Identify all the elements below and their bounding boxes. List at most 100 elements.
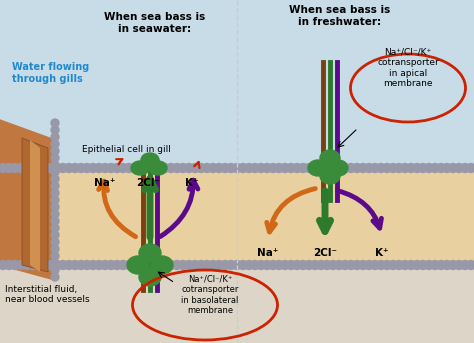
Circle shape bbox=[227, 260, 236, 270]
Circle shape bbox=[161, 164, 170, 173]
Circle shape bbox=[71, 260, 80, 270]
Circle shape bbox=[51, 252, 59, 260]
Circle shape bbox=[125, 260, 134, 270]
Circle shape bbox=[250, 164, 259, 173]
Circle shape bbox=[51, 196, 59, 204]
Circle shape bbox=[130, 164, 139, 173]
Circle shape bbox=[191, 260, 200, 270]
Circle shape bbox=[137, 260, 146, 270]
Circle shape bbox=[51, 126, 59, 134]
Circle shape bbox=[209, 260, 218, 270]
Text: Na⁺/Cl⁻/K⁺
cotransporter
in apical
membrane: Na⁺/Cl⁻/K⁺ cotransporter in apical membr… bbox=[377, 48, 439, 88]
Circle shape bbox=[46, 164, 55, 173]
Circle shape bbox=[202, 260, 211, 270]
Circle shape bbox=[401, 260, 410, 270]
Circle shape bbox=[197, 260, 206, 270]
Circle shape bbox=[17, 260, 26, 270]
Circle shape bbox=[51, 189, 59, 197]
Circle shape bbox=[455, 260, 464, 270]
Circle shape bbox=[286, 260, 295, 270]
Circle shape bbox=[35, 164, 44, 173]
Circle shape bbox=[346, 164, 356, 173]
Circle shape bbox=[250, 260, 259, 270]
Text: Na⁺/Cl⁻/K⁺
cotransporter
in basolateral
membrane: Na⁺/Cl⁻/K⁺ cotransporter in basolateral … bbox=[182, 275, 239, 315]
Circle shape bbox=[383, 260, 392, 270]
Circle shape bbox=[40, 260, 49, 270]
Circle shape bbox=[274, 260, 283, 270]
Text: When sea bass is
in seawater:: When sea bass is in seawater: bbox=[104, 12, 206, 34]
Polygon shape bbox=[30, 140, 40, 272]
Circle shape bbox=[238, 164, 247, 173]
Circle shape bbox=[220, 260, 229, 270]
Circle shape bbox=[51, 168, 59, 176]
Circle shape bbox=[166, 260, 175, 270]
Circle shape bbox=[51, 161, 59, 169]
Circle shape bbox=[64, 164, 73, 173]
Circle shape bbox=[328, 260, 337, 270]
Circle shape bbox=[40, 164, 49, 173]
Circle shape bbox=[371, 260, 380, 270]
Circle shape bbox=[263, 260, 272, 270]
Circle shape bbox=[425, 164, 434, 173]
Circle shape bbox=[51, 203, 59, 211]
Circle shape bbox=[448, 164, 457, 173]
Circle shape bbox=[51, 140, 59, 148]
Circle shape bbox=[173, 260, 182, 270]
Text: 2Cl⁻: 2Cl⁻ bbox=[313, 248, 337, 258]
Circle shape bbox=[407, 260, 416, 270]
Circle shape bbox=[401, 164, 410, 173]
Circle shape bbox=[58, 164, 67, 173]
Circle shape bbox=[412, 260, 421, 270]
Circle shape bbox=[430, 260, 439, 270]
Circle shape bbox=[155, 260, 164, 270]
Circle shape bbox=[353, 164, 362, 173]
Circle shape bbox=[389, 260, 398, 270]
Circle shape bbox=[112, 260, 121, 270]
Circle shape bbox=[202, 164, 211, 173]
Circle shape bbox=[412, 164, 421, 173]
Circle shape bbox=[371, 164, 380, 173]
Circle shape bbox=[466, 260, 474, 270]
Circle shape bbox=[51, 231, 59, 239]
Circle shape bbox=[238, 260, 247, 270]
Circle shape bbox=[51, 147, 59, 155]
Circle shape bbox=[407, 164, 416, 173]
Circle shape bbox=[76, 164, 85, 173]
Circle shape bbox=[112, 164, 121, 173]
Circle shape bbox=[179, 164, 188, 173]
Circle shape bbox=[10, 260, 19, 270]
Circle shape bbox=[58, 260, 67, 270]
Circle shape bbox=[304, 260, 313, 270]
Circle shape bbox=[389, 164, 398, 173]
Circle shape bbox=[125, 164, 134, 173]
Ellipse shape bbox=[127, 256, 149, 274]
Circle shape bbox=[419, 260, 428, 270]
Circle shape bbox=[107, 260, 116, 270]
Circle shape bbox=[215, 164, 224, 173]
Circle shape bbox=[53, 164, 62, 173]
Circle shape bbox=[107, 164, 116, 173]
Circle shape bbox=[281, 164, 290, 173]
Text: 2Cl⁻: 2Cl⁻ bbox=[136, 178, 160, 188]
Ellipse shape bbox=[320, 168, 340, 184]
Circle shape bbox=[143, 164, 152, 173]
Circle shape bbox=[51, 245, 59, 253]
Circle shape bbox=[100, 164, 109, 173]
Circle shape bbox=[51, 217, 59, 225]
Circle shape bbox=[233, 164, 241, 173]
Circle shape bbox=[22, 260, 31, 270]
Text: Na⁺: Na⁺ bbox=[94, 178, 116, 188]
Circle shape bbox=[191, 164, 200, 173]
Circle shape bbox=[51, 133, 59, 141]
Text: K⁺: K⁺ bbox=[375, 248, 389, 258]
Circle shape bbox=[51, 119, 59, 127]
Circle shape bbox=[299, 260, 308, 270]
Circle shape bbox=[227, 164, 236, 173]
Circle shape bbox=[383, 164, 392, 173]
Circle shape bbox=[430, 164, 439, 173]
Circle shape bbox=[448, 260, 457, 270]
Text: When sea bass is
in freshwater:: When sea bass is in freshwater: bbox=[289, 5, 391, 27]
Circle shape bbox=[51, 210, 59, 218]
Ellipse shape bbox=[151, 256, 173, 274]
Circle shape bbox=[268, 260, 277, 270]
